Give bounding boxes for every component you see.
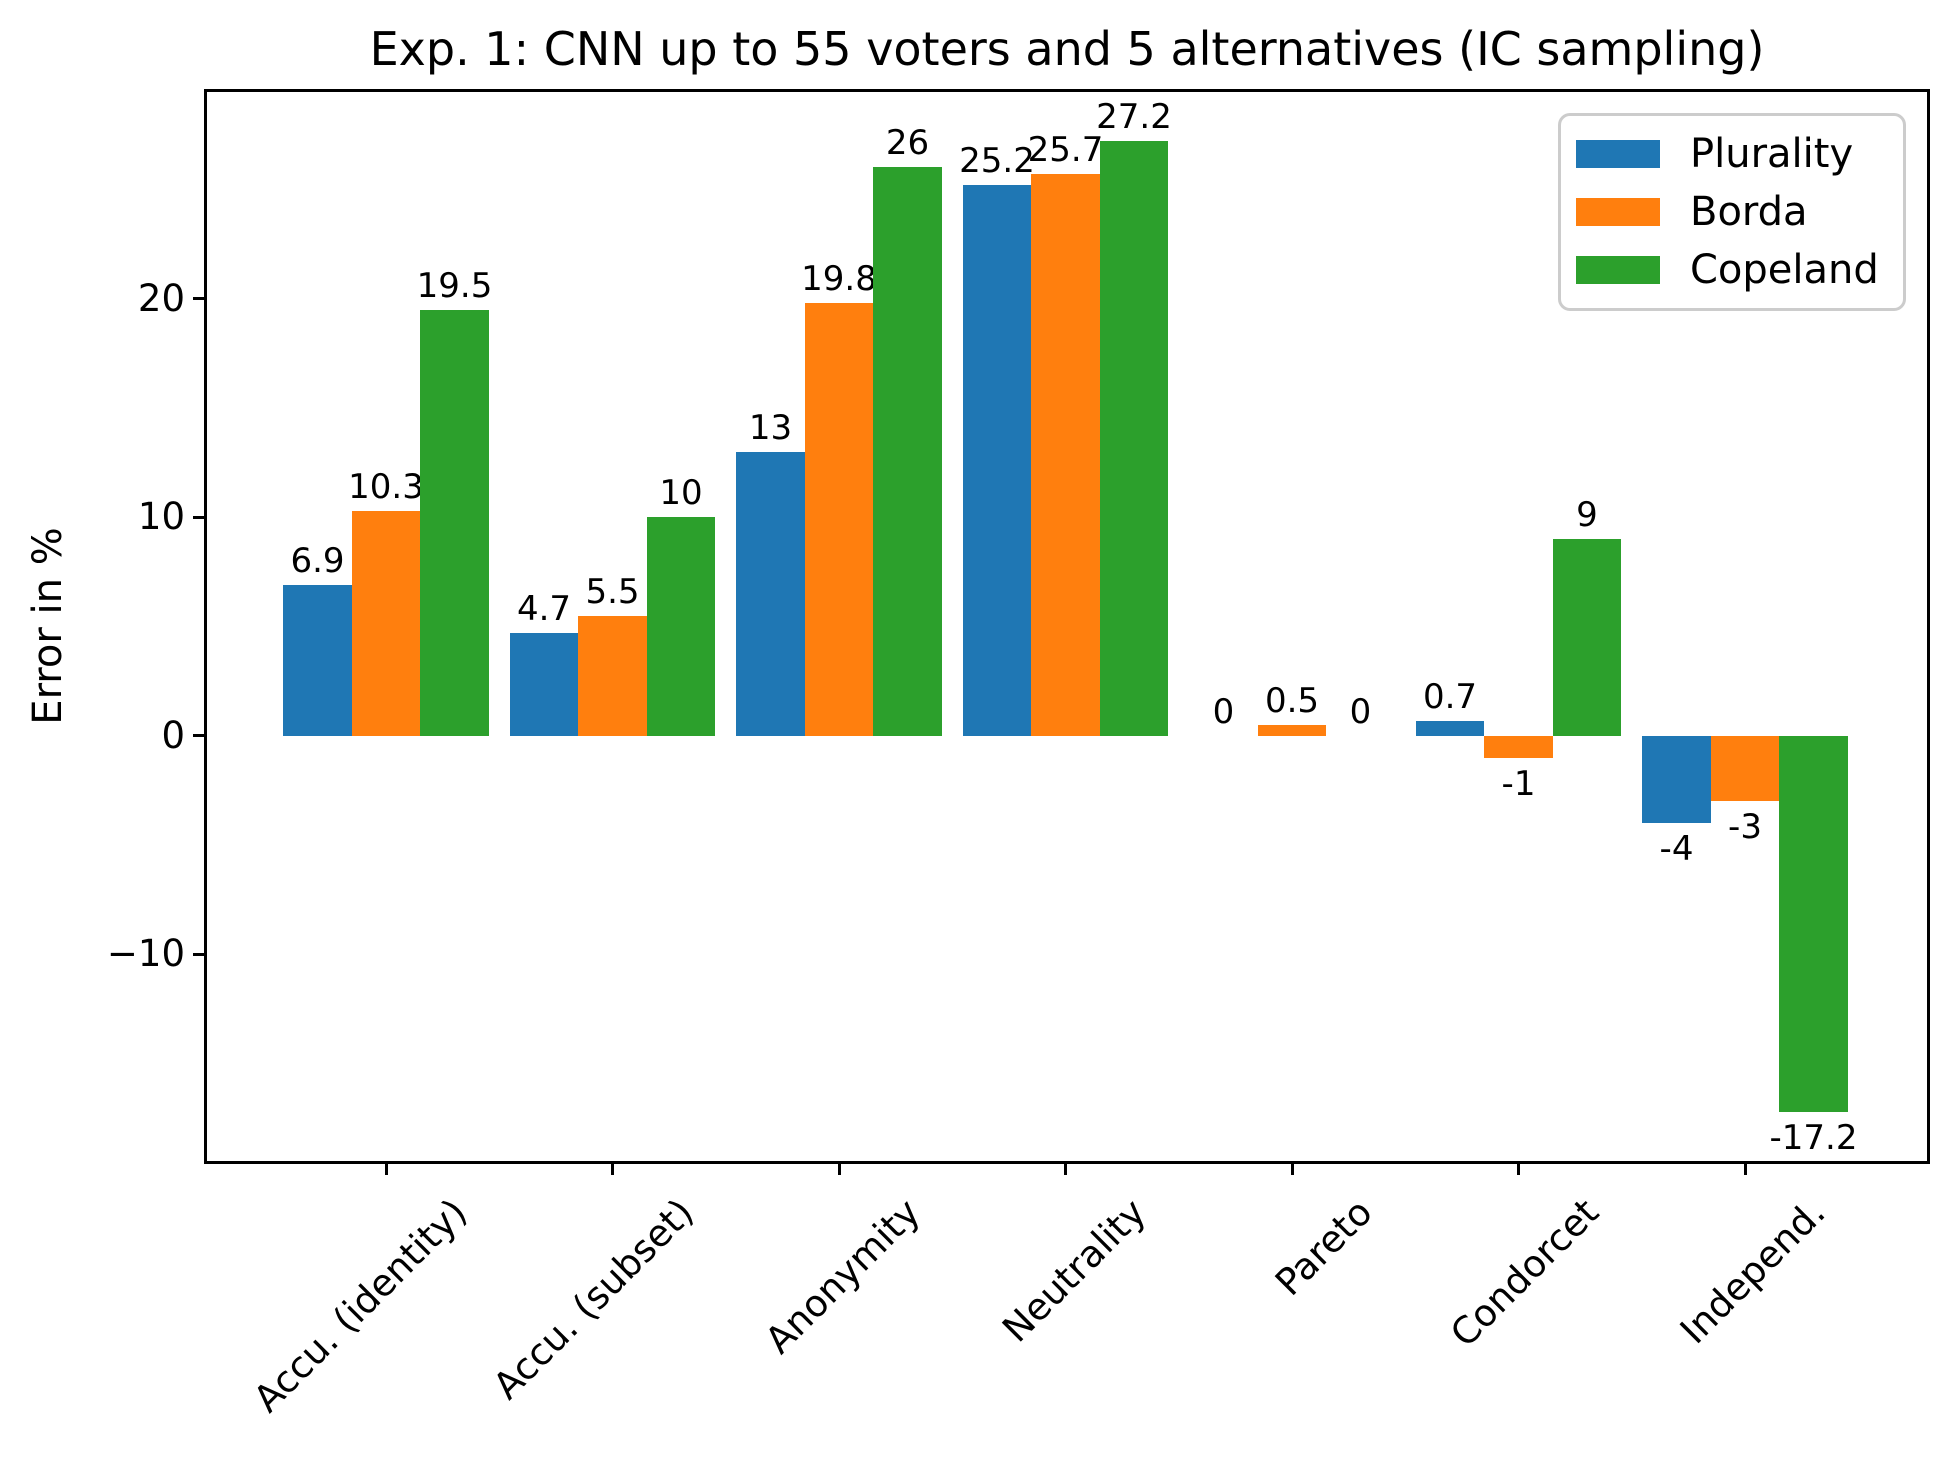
legend-entry-plurality: Plurality — [1576, 134, 1903, 174]
x-tick-independ — [1743, 1161, 1747, 1175]
x-tick-condorcet — [1517, 1161, 1520, 1175]
bar-borda-independ — [1710, 735, 1780, 802]
bar-plurality-accu-identity — [283, 584, 352, 736]
legend-label-copeland: Copeland — [1690, 247, 1879, 293]
y-tick-20 — [193, 297, 207, 301]
legend-swatch-plurality — [1576, 140, 1660, 168]
bar-borda-accu-identity — [351, 510, 421, 736]
x-tick-pareto — [1290, 1161, 1294, 1175]
x-tick-label-independ: Independ. — [1672, 1190, 1834, 1353]
bar-label-plurality-accu-identity: 6.9 — [290, 540, 345, 581]
x-tick-label-accu-identity: Accu. (identity) — [244, 1190, 475, 1421]
bar-label-copeland-accu-identity: 19.5 — [416, 265, 493, 306]
bar-borda-pareto — [1257, 724, 1327, 736]
bar-borda-neutrality — [1031, 173, 1100, 736]
bar-label-plurality-neutrality: 25.2 — [959, 140, 1035, 181]
bar-label-copeland-condorcet: 9 — [1576, 495, 1598, 536]
y-tick-label-0: 0 — [161, 713, 185, 757]
legend-entry-copeland: Copeland — [1576, 250, 1903, 290]
bar-borda-condorcet — [1484, 735, 1553, 758]
bar-label-plurality-independ: -4 — [1659, 829, 1694, 870]
x-tick-label-anonymity: Anonymity — [756, 1190, 928, 1363]
x-tick-label-accu-subset: Accu. (subset) — [484, 1190, 702, 1408]
bar-label-borda-accu-subset: 5.5 — [585, 571, 640, 612]
bar-copeland-neutrality — [1099, 141, 1169, 736]
bar-label-plurality-pareto: 0 — [1212, 691, 1235, 732]
legend-label-borda: Borda — [1690, 189, 1808, 235]
legend-swatch-borda — [1576, 198, 1660, 226]
bar-label-borda-neutrality: 25.7 — [1027, 129, 1104, 170]
bar-copeland-accu-identity — [420, 309, 489, 736]
bar-borda-accu-subset — [578, 615, 647, 736]
x-tick-accu-subset — [611, 1161, 614, 1175]
bar-copeland-anonymity — [873, 167, 942, 736]
y-axis-label: Error in % — [25, 527, 71, 725]
bar-label-copeland-neutrality: 27.2 — [1096, 97, 1172, 138]
x-tick-label-neutrality: Neutrality — [994, 1190, 1155, 1351]
bar-borda-anonymity — [804, 302, 874, 736]
bar-label-copeland-anonymity: 26 — [885, 123, 930, 164]
legend: Plurality Borda Copeland — [1558, 113, 1906, 311]
bar-label-plurality-condorcet: 0.7 — [1422, 676, 1478, 717]
y-tick-0 — [193, 734, 207, 738]
bar-copeland-condorcet — [1552, 539, 1622, 736]
x-tick-label-pareto: Pareto — [1267, 1190, 1381, 1305]
bar-label-borda-accu-identity: 10.3 — [348, 466, 424, 507]
legend-swatch-copeland — [1576, 256, 1660, 284]
bar-copeland-accu-subset — [646, 517, 716, 736]
y-tick--10 — [193, 952, 207, 956]
bar-label-copeland-accu-subset: 10 — [659, 473, 703, 514]
bar-label-borda-independ: -3 — [1728, 807, 1762, 848]
y-tick-10 — [193, 515, 207, 519]
y-tick-label-10: 10 — [137, 495, 185, 539]
bar-copeland-independ — [1779, 735, 1848, 1112]
y-tick-label--10: −10 — [106, 932, 185, 976]
x-tick-neutrality — [1064, 1161, 1067, 1175]
bar-plurality-independ — [1642, 735, 1711, 824]
bar-plurality-accu-subset — [509, 633, 579, 736]
x-tick-accu-identity — [384, 1161, 388, 1175]
bar-label-plurality-accu-subset: 4.7 — [516, 589, 572, 630]
bar-plurality-condorcet — [1415, 720, 1485, 736]
chart-title: Exp. 1: CNN up to 55 voters and 5 altern… — [369, 22, 1765, 76]
legend-label-plurality: Plurality — [1690, 131, 1854, 177]
bar-label-borda-condorcet: -1 — [1501, 763, 1536, 804]
bar-label-borda-anonymity: 19.8 — [801, 258, 877, 299]
bar-label-plurality-anonymity: 13 — [748, 407, 793, 448]
x-tick-label-condorcet: Condorcet — [1442, 1190, 1608, 1356]
bar-plurality-neutrality — [962, 184, 1032, 736]
x-tick-anonymity — [837, 1161, 841, 1175]
bar-label-copeland-pareto: 0 — [1349, 691, 1372, 732]
legend-entry-borda: Borda — [1576, 192, 1903, 232]
bar-label-copeland-independ: -17.2 — [1769, 1117, 1858, 1158]
bar-label-borda-pareto: 0.5 — [1264, 680, 1320, 721]
bar-plurality-anonymity — [736, 451, 805, 736]
y-tick-label-20: 20 — [137, 276, 185, 320]
